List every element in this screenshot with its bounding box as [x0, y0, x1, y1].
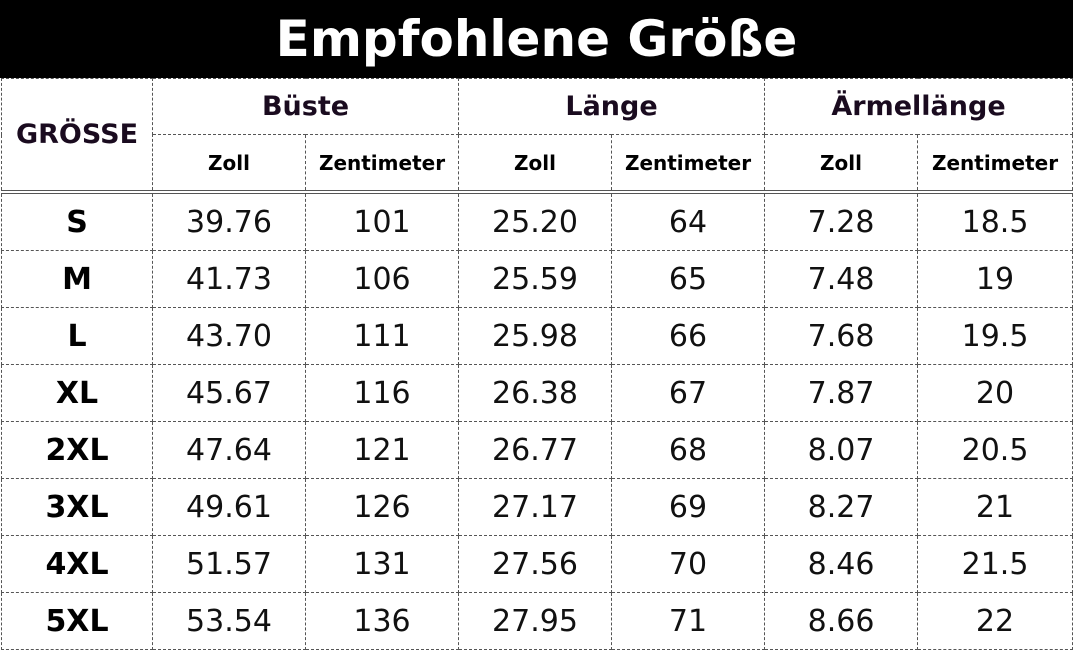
size-label: L: [1, 307, 153, 365]
size-label: S: [1, 191, 153, 251]
table-cell: 41.73: [152, 250, 306, 308]
table-cell: 21: [917, 478, 1073, 536]
size-label: M: [1, 250, 153, 308]
sleeve-length-header: Ärmellänge: [764, 78, 1073, 135]
table-cell: 20.5: [917, 421, 1073, 479]
table-cell: 111: [305, 307, 459, 365]
table-cell: 7.48: [764, 250, 919, 308]
table-cell: 45.67: [152, 364, 306, 422]
unit-header: Zentimeter: [917, 134, 1073, 194]
table-row: XL 45.67 116 26.38 67 7.87 20: [1, 364, 1073, 422]
table-cell: 126: [305, 478, 459, 536]
table-cell: 25.20: [458, 191, 612, 251]
table-row: 5XL 53.54 136 27.95 71 8.66 22: [1, 592, 1073, 650]
table-cell: 21.5: [917, 535, 1073, 593]
table-cell: 67: [610, 364, 766, 422]
table-row: 2XL 47.64 121 26.77 68 8.07 20.5: [1, 421, 1073, 479]
table-cell: 116: [305, 364, 459, 422]
table-cell: 27.56: [458, 535, 612, 593]
table-cell: 7.87: [764, 364, 919, 422]
table-cell: 65: [610, 250, 766, 308]
table-cell: 8.07: [764, 421, 919, 479]
chart-title: Empfohlene Größe: [0, 0, 1073, 78]
size-label: 5XL: [1, 592, 153, 650]
table-cell: 43.70: [152, 307, 306, 365]
table-cell: 49.61: [152, 478, 306, 536]
table-cell: 66: [610, 307, 766, 365]
table-cell: 64: [610, 191, 766, 251]
table-cell: 106: [305, 250, 459, 308]
table-row: S 39.76 101 25.20 64 7.28 18.5: [1, 191, 1073, 251]
table-row: 3XL 49.61 126 27.17 69 8.27 21: [1, 478, 1073, 536]
table-cell: 18.5: [917, 191, 1073, 251]
table-row: M 41.73 106 25.59 65 7.48 19: [1, 250, 1073, 308]
size-label: XL: [1, 364, 153, 422]
unit-header: Zoll: [764, 134, 919, 194]
table-cell: 53.54: [152, 592, 306, 650]
table-cell: 27.17: [458, 478, 612, 536]
table-cell: 20: [917, 364, 1073, 422]
table-cell: 19: [917, 250, 1073, 308]
unit-header: Zentimeter: [305, 134, 459, 194]
table-row: 4XL 51.57 131 27.56 70 8.46 21.5: [1, 535, 1073, 593]
size-header: GRÖSSE: [1, 78, 153, 194]
table-cell: 47.64: [152, 421, 306, 479]
table-row: L 43.70 111 25.98 66 7.68 19.5: [1, 307, 1073, 365]
table-cell: 136: [305, 592, 459, 650]
size-table: GRÖSSE Büste Länge Ärmellänge Zoll Zenti…: [1, 78, 1073, 650]
table-cell: 121: [305, 421, 459, 479]
table-cell: 27.95: [458, 592, 612, 650]
table-cell: 26.77: [458, 421, 612, 479]
table-cell: 26.38: [458, 364, 612, 422]
size-label: 3XL: [1, 478, 153, 536]
table-cell: 25.59: [458, 250, 612, 308]
unit-header: Zentimeter: [610, 134, 766, 194]
table-cell: 68: [610, 421, 766, 479]
table-cell: 8.66: [764, 592, 919, 650]
table-cell: 8.27: [764, 478, 919, 536]
table-cell: 8.46: [764, 535, 919, 593]
table-cell: 71: [610, 592, 766, 650]
unit-header: Zoll: [458, 134, 612, 194]
table-cell: 131: [305, 535, 459, 593]
table-cell: 39.76: [152, 191, 306, 251]
bust-header: Büste: [152, 78, 459, 135]
unit-header: Zoll: [152, 134, 306, 194]
length-header: Länge: [457, 78, 766, 135]
table-cell: 70: [610, 535, 766, 593]
table-cell: 7.28: [764, 191, 919, 251]
table-cell: 22: [917, 592, 1073, 650]
table-cell: 51.57: [152, 535, 306, 593]
size-label: 2XL: [1, 421, 153, 479]
size-label: 4XL: [1, 535, 153, 593]
table-cell: 7.68: [764, 307, 919, 365]
table-cell: 19.5: [917, 307, 1073, 365]
table-cell: 101: [305, 191, 459, 251]
table-cell: 69: [610, 478, 766, 536]
table-cell: 25.98: [458, 307, 612, 365]
